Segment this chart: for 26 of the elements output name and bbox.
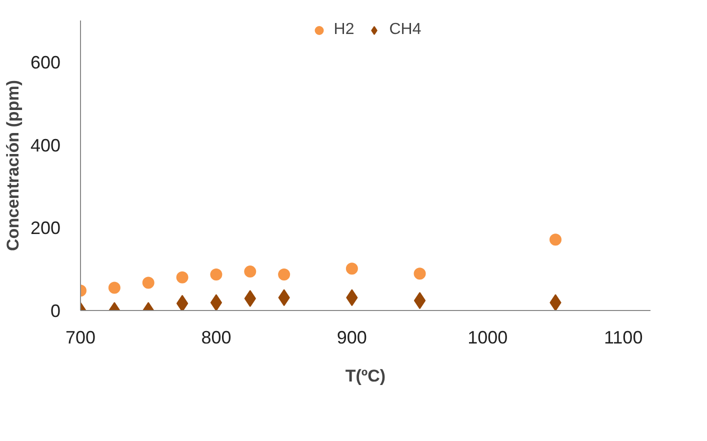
point: [210, 268, 222, 280]
point: [414, 268, 426, 280]
point: [414, 292, 426, 310]
point: [550, 234, 562, 246]
x-tick-label: 1100: [604, 328, 643, 348]
point: [346, 262, 358, 275]
x-tick-label: 800: [201, 328, 232, 348]
x-tick-label: 1000: [468, 328, 508, 348]
point: [244, 266, 256, 278]
x-axis-title: T(ºC): [345, 366, 386, 386]
y-axis-title: Concentración (ppm): [3, 80, 22, 251]
y-tick-label: 400: [30, 135, 61, 156]
x-tick-label: 900: [336, 328, 367, 348]
legend-label: H2: [334, 21, 354, 39]
point: [278, 268, 290, 280]
point: [142, 276, 154, 289]
point: [550, 294, 562, 310]
point: [210, 294, 222, 310]
point: [176, 294, 188, 310]
point: [176, 271, 188, 284]
x-tick-label: 700: [65, 328, 96, 348]
y-tick-label: 200: [30, 218, 61, 238]
y-tick-label: 0: [50, 301, 61, 321]
y-tick-label: 600: [30, 52, 61, 72]
point: [108, 282, 120, 294]
legend-label: CH4: [389, 21, 422, 39]
